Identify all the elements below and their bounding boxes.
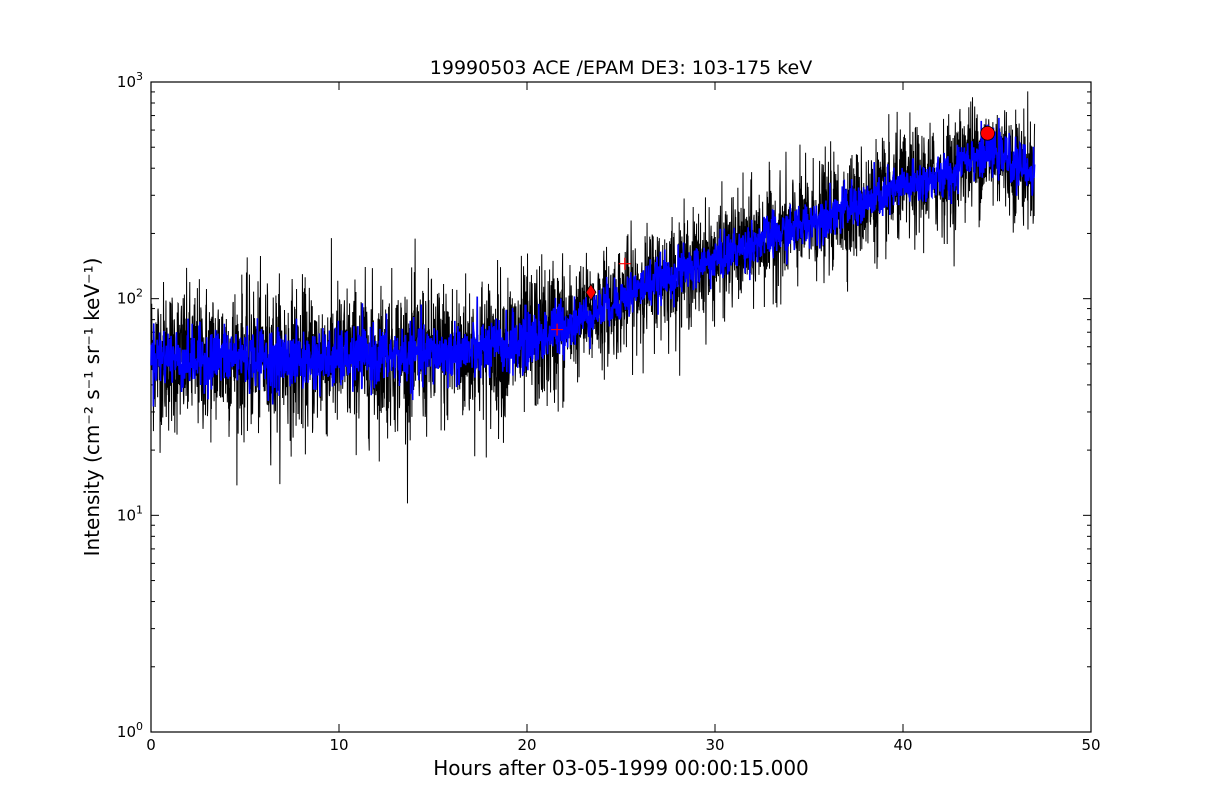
x-tick-label: 40 (893, 736, 912, 754)
plot-frame (150, 81, 1092, 733)
y-axis-label: Intensity (cm⁻² s⁻¹ sr⁻¹ keV⁻¹) (80, 258, 104, 557)
diamond-marker (585, 283, 597, 302)
x-tick-label: 30 (705, 736, 724, 754)
x-tick-label: 10 (329, 736, 348, 754)
x-tick-label: 50 (1081, 736, 1100, 754)
y-tick-label: 100 (117, 720, 143, 741)
series-line-1 (150, 117, 1036, 407)
circle-marker (980, 125, 995, 141)
marker-layer (551, 125, 995, 336)
x-tick-label: 20 (517, 736, 536, 754)
y-tick-label: 102 (117, 287, 143, 308)
x-axis-label: Hours after 03-05-1999 00:00:15.000 (433, 756, 809, 780)
y-tick-label: 101 (117, 503, 143, 524)
plus-marker (618, 257, 631, 270)
chart-title: 19990503 ACE /EPAM DE3: 103-175 keV (430, 57, 812, 79)
x-tick-label: 0 (146, 736, 156, 754)
plot-area (150, 81, 1092, 733)
y-tick-label: 103 (117, 70, 143, 91)
axis-ticks: 0 10 20 30 40 50 100 101 102 103 (117, 70, 1101, 754)
series-layer (150, 91, 1036, 504)
plus-marker (551, 323, 564, 336)
